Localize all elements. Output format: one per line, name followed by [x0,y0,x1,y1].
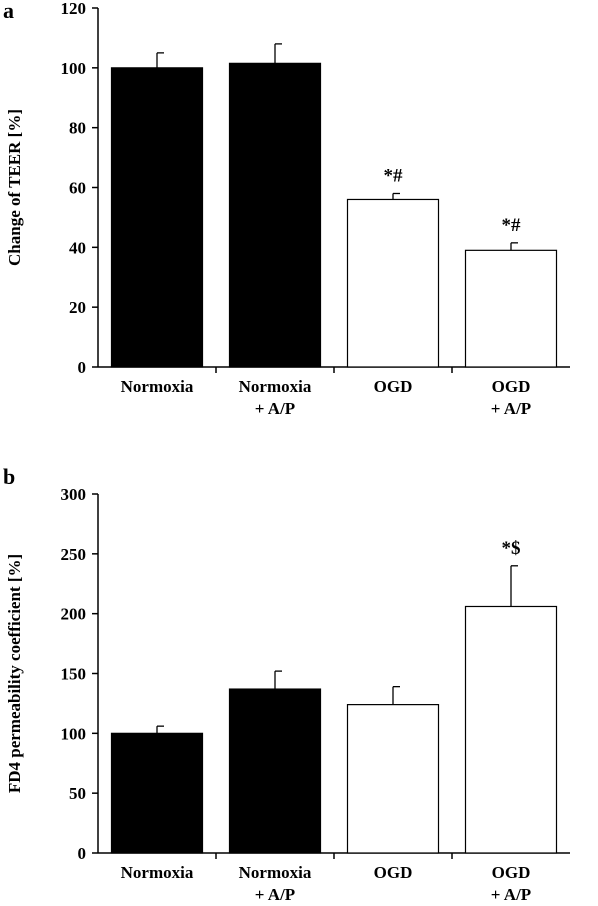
x-category-label: OGD [374,377,413,396]
x-category-label: Normoxia [239,863,312,882]
y-tick-label: 150 [61,665,87,684]
y-tick-label: 300 [61,485,87,504]
significance-label: *# [502,215,522,236]
x-category-label: + A/P [491,399,531,418]
x-category-label: OGD [492,377,531,396]
bar [110,67,204,368]
y-tick-label: 20 [69,298,86,317]
y-tick-label: 0 [78,358,87,377]
y-tick-label: 40 [69,238,86,257]
x-category-label: Normoxia [121,377,194,396]
x-category-label: + A/P [255,885,295,904]
x-category-label: OGD [374,863,413,882]
y-tick-label: 200 [61,605,87,624]
significance-label: *# [384,165,404,186]
bar [464,249,558,368]
x-category-label: Normoxia [121,863,194,882]
y-tick-label: 80 [69,119,86,138]
bar [346,704,440,854]
y-tick-label: 100 [61,59,87,78]
panel-letter: a [3,0,14,23]
bar [110,732,204,854]
y-tick-label: 100 [61,724,87,743]
y-tick-label: 120 [61,0,87,18]
x-category-label: + A/P [491,885,531,904]
panel-letter: b [3,464,15,489]
y-axis-label: Change of TEER [%] [5,109,24,266]
panel-a: a 0 20 40 60 80 100 120 Change of TEER [%] Normox… [3,0,570,418]
bar [228,688,322,854]
panel-b: b 0 50 100 150 200 250 300 FD4 permeability coef… [3,464,570,904]
bar [346,198,440,368]
y-tick-label: 0 [78,844,87,863]
bar [228,62,322,368]
x-category-label: OGD [492,863,531,882]
y-axis-label: FD4 permeability coefficient [%] [5,554,24,793]
bar [464,605,558,854]
significance-label: *$ [502,538,521,559]
x-category-label: Normoxia [239,377,312,396]
y-tick-label: 250 [61,545,87,564]
x-category-label: + A/P [255,399,295,418]
y-tick-label: 60 [69,179,86,198]
y-tick-label: 50 [69,784,86,803]
